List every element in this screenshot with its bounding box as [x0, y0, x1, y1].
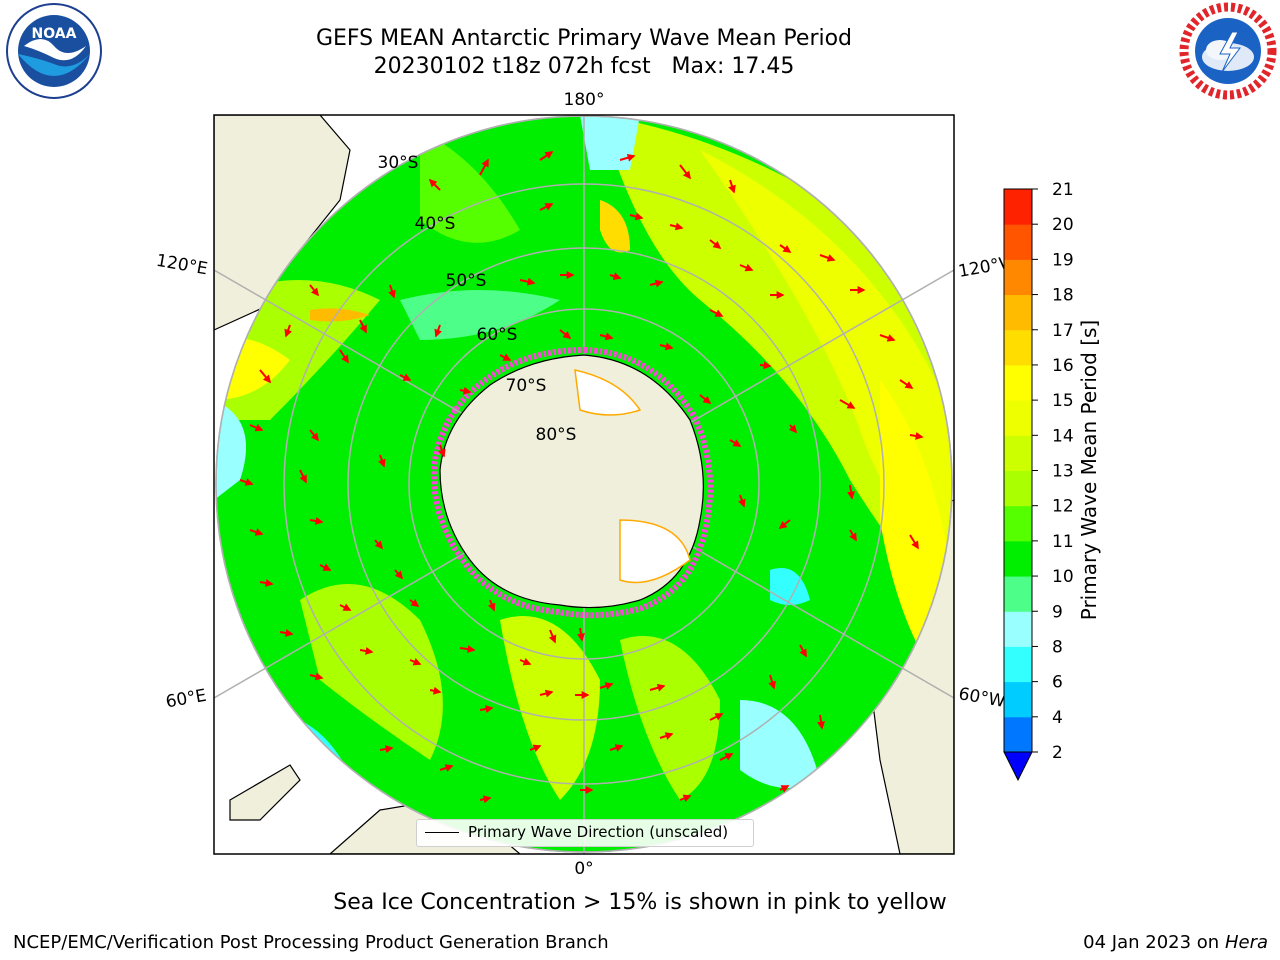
colorbar-segment: [1004, 259, 1032, 296]
lat-label-70s: 70°S: [506, 376, 547, 396]
lat-label-50s: 50°S: [446, 271, 487, 291]
colorbar-segment: [1004, 611, 1032, 647]
colorbar-tick-label: 10: [1052, 567, 1074, 587]
map-legend: Primary Wave Direction (unscaled): [416, 819, 754, 847]
colorbar-tick-label: 11: [1052, 532, 1074, 552]
colorbar-segment: [1004, 646, 1032, 683]
footer-credit: NCEP/EMC/Verification Post Processing Pr…: [13, 932, 609, 953]
legend-label: Primary Wave Direction (unscaled): [468, 823, 729, 841]
footer-date: 04 Jan 2023 on Hera: [1083, 932, 1268, 953]
lat-label-60s: 60°S: [477, 325, 518, 345]
colorbar-tick-label: 9: [1052, 602, 1063, 622]
colorbar-segment: [1004, 576, 1032, 612]
legend-line-sample: [425, 832, 459, 833]
colorbar-tick-label: 2: [1052, 743, 1063, 763]
colorbar: 2 4 6 8 9 10 11 12 13 14 15 16 17 18 19 20 21 Primary Wa…: [1003, 180, 1101, 782]
lon-label-60e: 60°E: [164, 686, 208, 713]
lat-label-40s: 40°S: [415, 214, 456, 234]
colorbar-segment: [1004, 435, 1032, 471]
colorbar-segment: [1004, 681, 1032, 718]
wave-direction-arrows: [239, 151, 924, 804]
lon-label-120e: 120°E: [155, 251, 209, 280]
colorbar-tick-label: 4: [1052, 708, 1063, 728]
colorbar-tick-label: 20: [1052, 215, 1074, 235]
colorbar-segment: [1004, 716, 1032, 753]
colorbar-segment: [1004, 470, 1032, 507]
footer-machine: Hera: [1224, 932, 1268, 953]
footer-date-text: 04 Jan 2023 on: [1083, 932, 1225, 953]
colorbar-segment: [1004, 224, 1032, 260]
colorbar-tick-label: 17: [1052, 321, 1074, 341]
colorbar-tick-label: 12: [1052, 497, 1074, 517]
colorbar-segment: [1004, 364, 1032, 401]
sea-ice-note: Sea Ice Concentration > 15% is shown in …: [333, 890, 947, 915]
noaa-logo-text: NOAA: [32, 26, 77, 42]
australia-land: [214, 115, 351, 331]
colorbar-tick-label: 8: [1052, 637, 1063, 657]
colorbar-segment: [1004, 540, 1032, 577]
noaa-logo: NOAA: [6, 3, 102, 99]
colorbar-tick-label: 21: [1052, 180, 1074, 200]
map-title-line1: GEFS MEAN Antarctic Primary Wave Mean Pe…: [315, 26, 853, 51]
lon-label-0: 0°: [574, 859, 593, 879]
nws-logo: [1179, 2, 1277, 100]
colorbar-tick-label: 6: [1052, 673, 1063, 693]
colorbar-segment: [1004, 505, 1032, 542]
colorbar-tick-label: 19: [1052, 250, 1074, 270]
colorbar-tick-label: 15: [1052, 391, 1074, 411]
map-title-line2: 20230102 t18z 072h fcst Max: 17.45: [373, 54, 795, 79]
lon-label-180: 180°: [564, 90, 605, 110]
colorbar-label: Primary Wave Mean Period [s]: [1077, 320, 1101, 621]
colorbar-tick-label: 14: [1052, 426, 1074, 446]
colorbar-tick-label: 16: [1052, 356, 1074, 376]
colorbar-tick-label: 13: [1052, 462, 1074, 482]
colorbar-segment: [1004, 329, 1032, 366]
colorbar-segment: [1004, 400, 1032, 436]
sea-ice-edge: [430, 346, 714, 619]
colorbar-segment: [1004, 189, 1032, 225]
lat-label-80s: 80°S: [536, 425, 577, 445]
colorbar-tick-label: 18: [1052, 286, 1074, 306]
colorbar-segment: [1004, 294, 1032, 331]
lat-label-30s: 30°S: [378, 153, 419, 173]
madagascar-land: [229, 764, 301, 821]
